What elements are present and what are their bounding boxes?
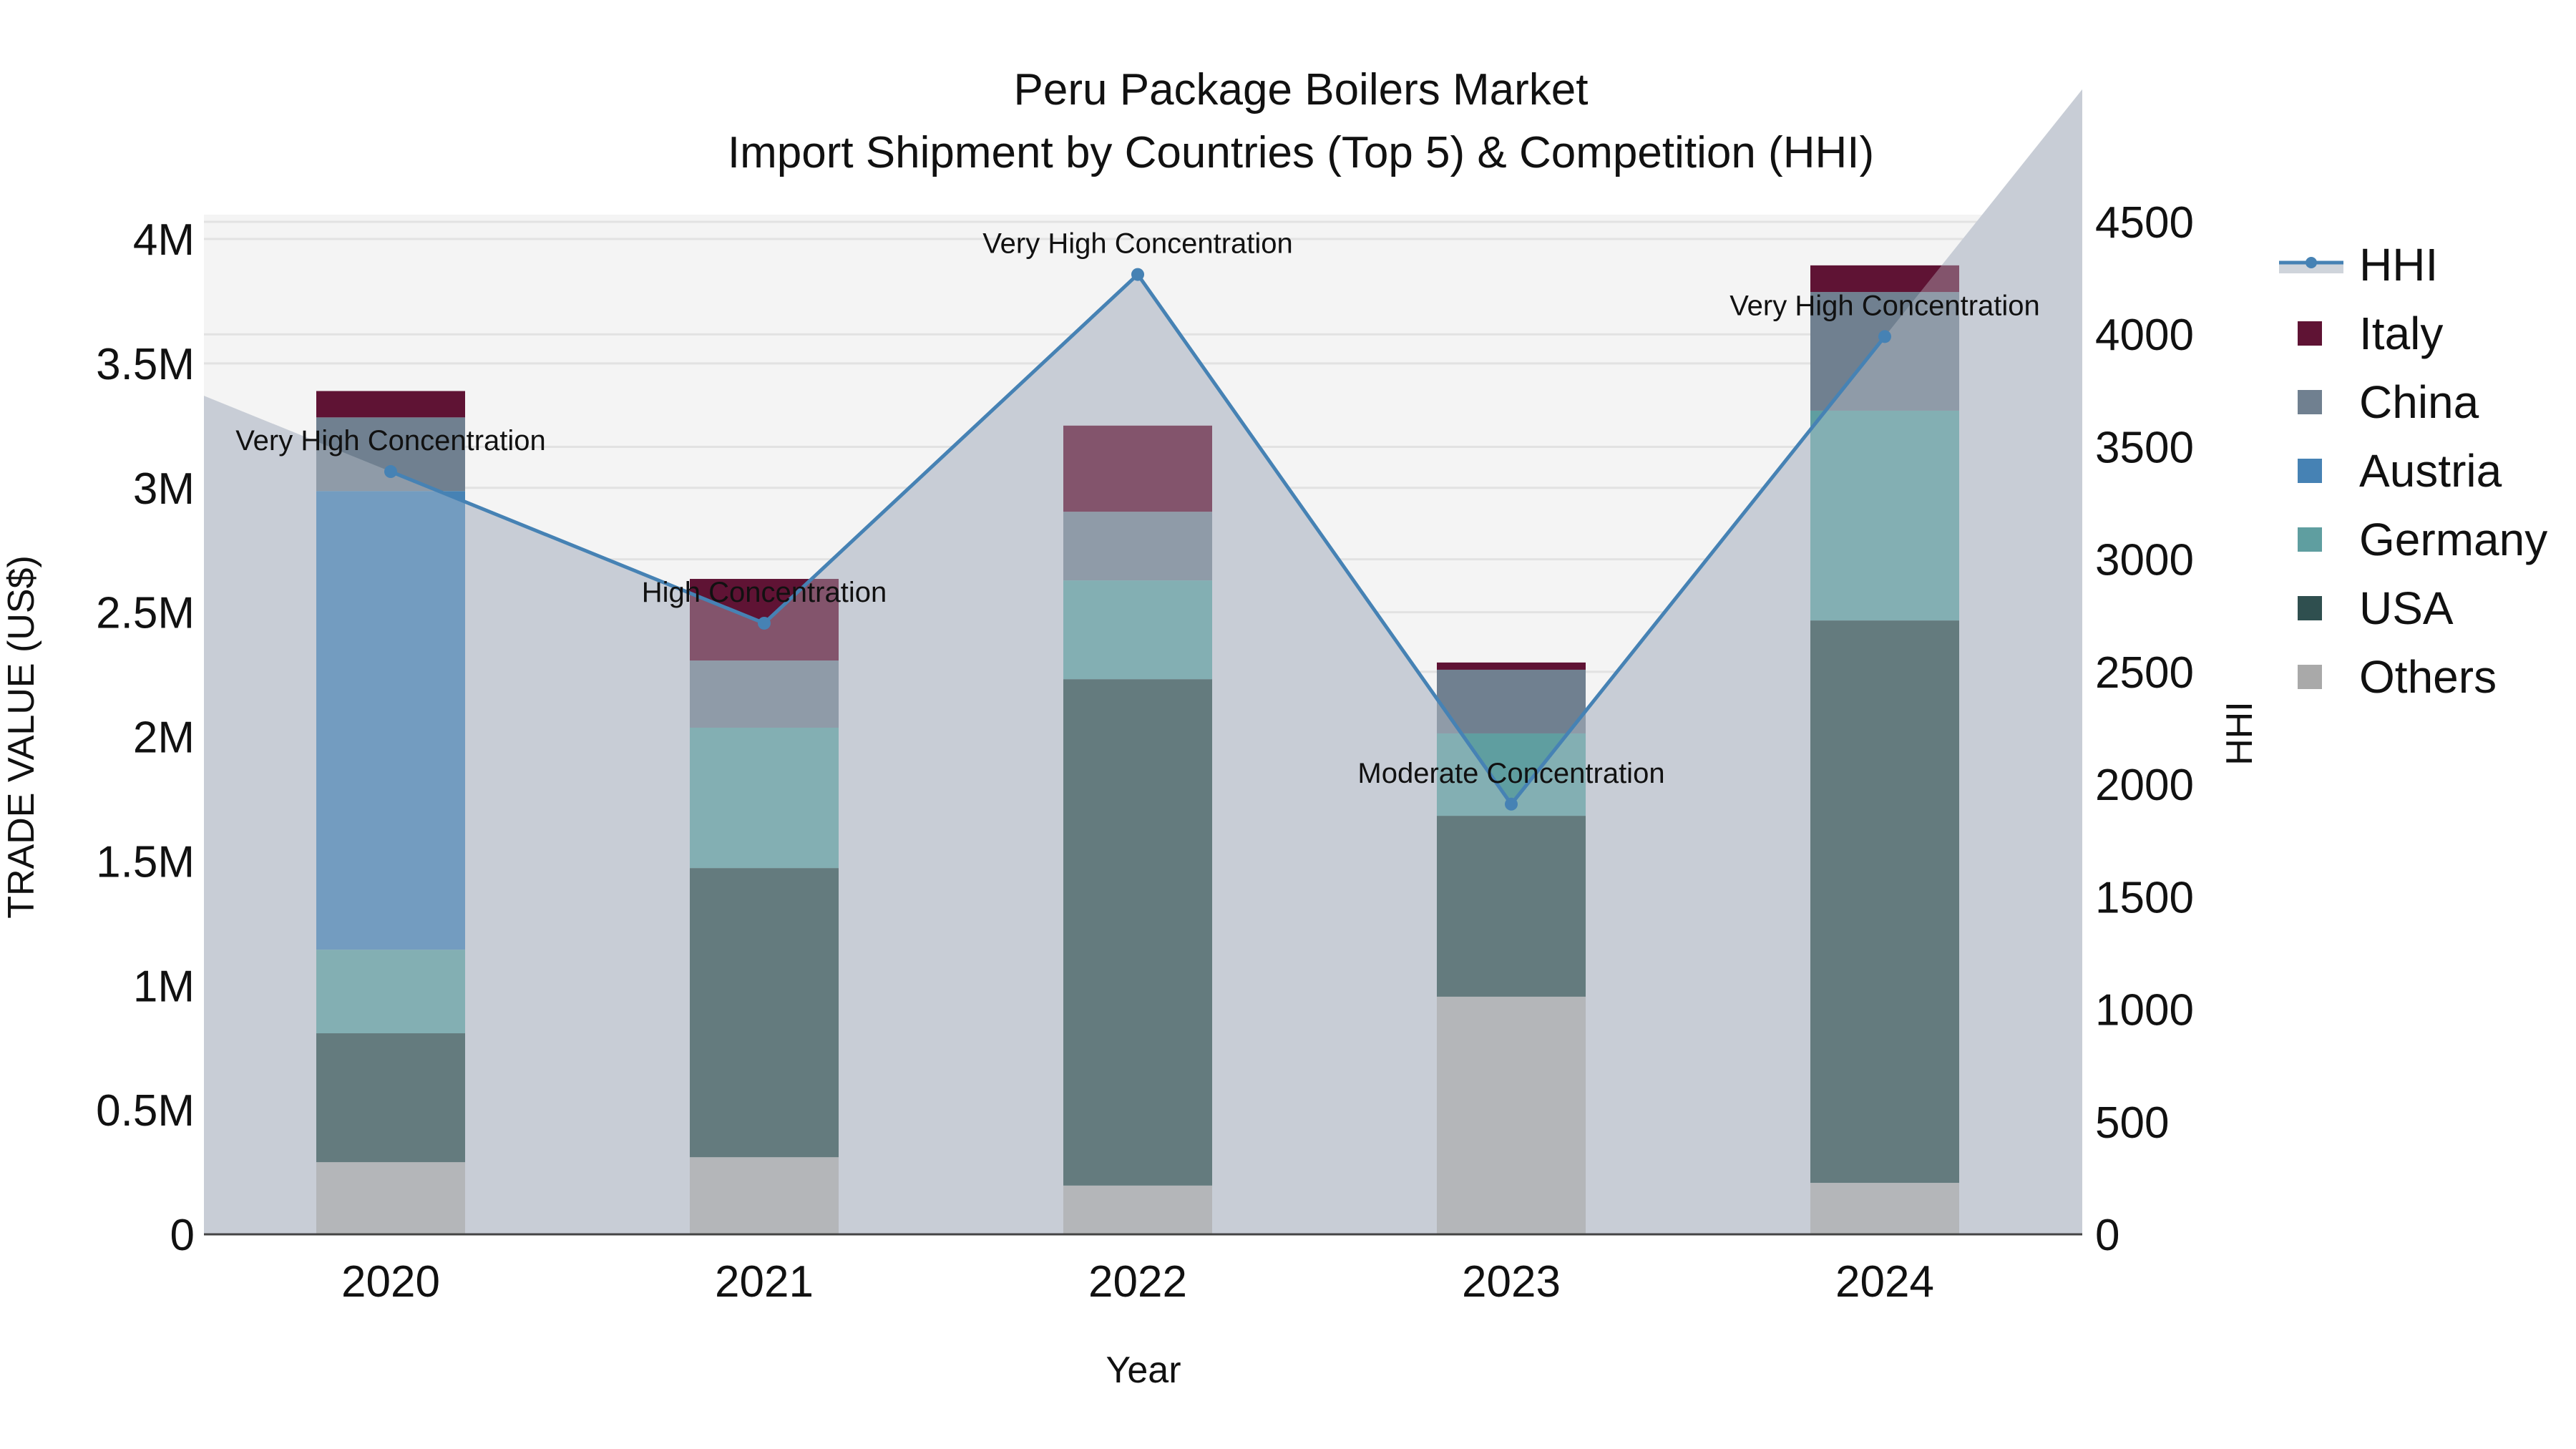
- bar-segment-germany: [316, 950, 465, 1034]
- hhi-annotation: Very High Concentration: [1729, 290, 2040, 321]
- bar-segment-others: [1437, 996, 1586, 1234]
- svg-text:1000: 1000: [2095, 986, 2194, 1035]
- bar-segment-italy: [1810, 265, 1959, 293]
- hhi-annotation: Very High Concentration: [982, 228, 1293, 260]
- legend-label: Germany: [2359, 514, 2548, 565]
- square-swatch-icon: [2298, 665, 2322, 689]
- legend-label: Italy: [2359, 308, 2444, 359]
- svg-text:4M: 4M: [133, 215, 195, 265]
- hhi-annotation: High Concentration: [642, 577, 887, 608]
- legend-label: USA: [2359, 582, 2454, 634]
- chart-subtitle: Import Shipment by Countries (Top 5) & C…: [727, 128, 1875, 177]
- legend: HHI Italy China Austria Germany USA Othe…: [2279, 230, 2547, 711]
- bar-segment-china: [1810, 292, 1959, 411]
- bar-segment-usa: [1810, 620, 1959, 1184]
- bar-segment-italy: [316, 391, 465, 418]
- svg-text:1500: 1500: [2095, 873, 2194, 922]
- svg-text:2022: 2022: [1088, 1257, 1187, 1307]
- bar-segment-italy: [1437, 662, 1586, 670]
- bar-segment-austria: [316, 491, 465, 950]
- bar-segment-germany: [690, 727, 839, 869]
- chart-title: Peru Package Boilers Market: [1013, 65, 1589, 114]
- svg-text:4000: 4000: [2095, 311, 2194, 360]
- svg-text:0.5M: 0.5M: [96, 1086, 195, 1136]
- legend-item-china[interactable]: China: [2279, 368, 2547, 436]
- legend-label: HHI: [2359, 239, 2439, 291]
- svg-text:3M: 3M: [133, 464, 195, 514]
- bar-segment-usa: [1437, 816, 1586, 997]
- bar-segment-usa: [1063, 679, 1212, 1186]
- svg-text:3000: 3000: [2095, 536, 2194, 585]
- svg-text:2021: 2021: [715, 1257, 814, 1307]
- hhi-marker: [1131, 268, 1144, 281]
- legend-item-hhi[interactable]: HHI: [2279, 230, 2547, 299]
- legend-item-usa[interactable]: USA: [2279, 574, 2547, 643]
- hhi-annotations: Very High Concentration High Concentratio…: [235, 228, 2040, 789]
- legend-item-italy[interactable]: Italy: [2279, 299, 2547, 368]
- svg-text:2500: 2500: [2095, 648, 2194, 698]
- svg-text:500: 500: [2095, 1098, 2169, 1148]
- bar-segment-others: [316, 1162, 465, 1234]
- bar-segment-china: [316, 417, 465, 492]
- svg-text:2.5M: 2.5M: [96, 589, 195, 638]
- legend-label: China: [2359, 376, 2479, 428]
- svg-text:2020: 2020: [341, 1257, 440, 1307]
- svg-text:2024: 2024: [1835, 1257, 1934, 1307]
- square-swatch-icon: [2298, 390, 2322, 414]
- square-swatch-icon: [2298, 321, 2322, 346]
- svg-text:0: 0: [170, 1211, 195, 1260]
- bar-segment-others: [1810, 1183, 1959, 1234]
- y-axis-left-label: TRADE VALUE (US$): [1, 555, 42, 919]
- hhi-marker: [384, 465, 397, 479]
- bar-segment-germany: [1810, 410, 1959, 621]
- legend-item-others[interactable]: Others: [2279, 643, 2547, 711]
- line-marker-icon: [2279, 250, 2343, 279]
- bar-segment-china: [1437, 669, 1586, 733]
- y-axis-right-ticks: 0 500 1000 1500 2000 2500 3000 3500 4000 4500: [2095, 198, 2194, 1260]
- square-swatch-icon: [2298, 596, 2322, 620]
- svg-text:1.5M: 1.5M: [96, 837, 195, 887]
- hhi-marker: [758, 616, 771, 630]
- square-swatch-icon: [2298, 459, 2322, 483]
- stacked-bars: [204, 89, 2082, 1235]
- svg-text:4500: 4500: [2095, 198, 2194, 248]
- x-axis-label: Year: [1106, 1350, 1181, 1391]
- hhi-marker: [1878, 330, 1891, 343]
- bar-segment-china: [690, 660, 839, 728]
- bar-segment-others: [1063, 1185, 1212, 1234]
- legend-item-austria[interactable]: Austria: [2279, 436, 2547, 505]
- legend-label: Austria: [2359, 445, 2502, 497]
- bar-segment-italy: [1063, 425, 1212, 512]
- hhi-annotation: Moderate Concentration: [1357, 758, 1664, 789]
- square-swatch-icon: [2298, 527, 2322, 552]
- hhi-marker: [1505, 797, 1518, 811]
- svg-text:3500: 3500: [2095, 423, 2194, 472]
- svg-text:2M: 2M: [133, 713, 195, 763]
- bar-segment-others: [690, 1157, 839, 1234]
- svg-text:1M: 1M: [133, 962, 195, 1011]
- legend-label: Others: [2359, 651, 2497, 703]
- bar-segment-usa: [690, 868, 839, 1158]
- svg-text:0: 0: [2095, 1211, 2119, 1260]
- hhi-line: [384, 268, 1891, 811]
- svg-text:2000: 2000: [2095, 761, 2194, 810]
- bar-segment-germany: [1063, 580, 1212, 680]
- y-axis-left-ticks: 0 0.5M 1M 1.5M 2M 2.5M 3M 3.5M 4M: [96, 215, 195, 1260]
- svg-text:3.5M: 3.5M: [96, 340, 195, 389]
- bar-segment-usa: [316, 1033, 465, 1163]
- legend-item-germany[interactable]: Germany: [2279, 505, 2547, 574]
- y-axis-right-label: HHI: [2219, 701, 2260, 766]
- x-axis-ticks: 2020 2021 2022 2023 2024: [341, 1257, 1934, 1307]
- bar-segment-china: [1063, 512, 1212, 581]
- svg-text:2023: 2023: [1462, 1257, 1561, 1307]
- hhi-annotation: Very High Concentration: [235, 425, 546, 457]
